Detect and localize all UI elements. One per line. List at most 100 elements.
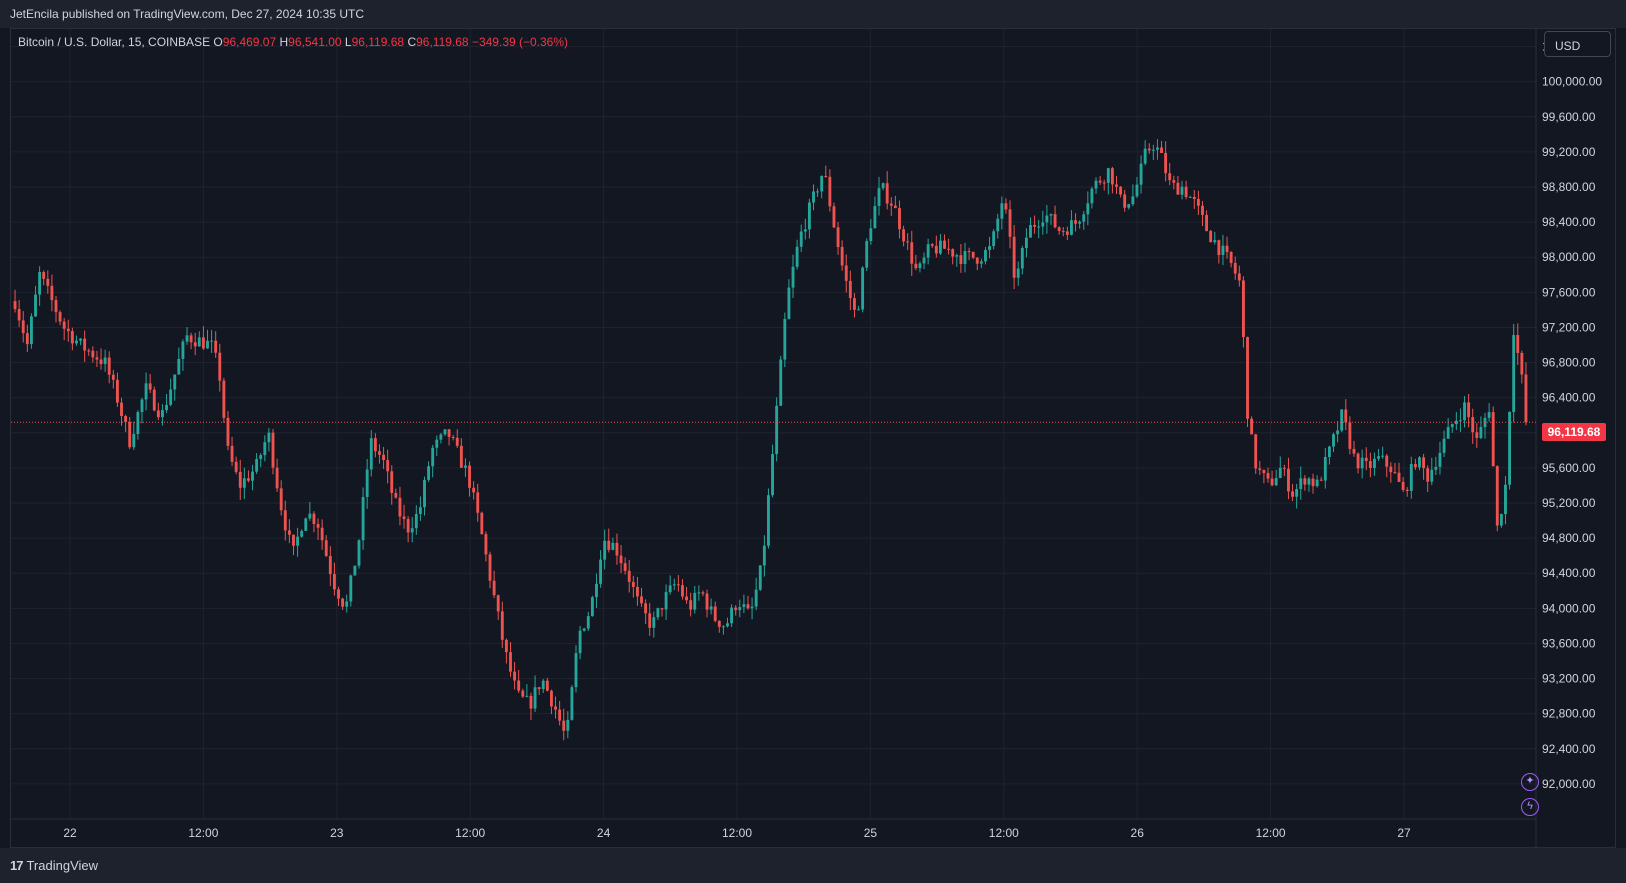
y-tick-label: 93,200.00 xyxy=(1542,672,1596,686)
candle-body xyxy=(496,595,500,612)
candle-body xyxy=(1356,453,1360,469)
candle-body xyxy=(1454,420,1458,425)
candle-body xyxy=(38,272,42,295)
candle-body xyxy=(885,183,889,204)
candle-body xyxy=(70,331,74,344)
candle-body xyxy=(893,205,897,209)
candle-body xyxy=(464,465,467,468)
candle-body xyxy=(783,318,787,360)
candle-body xyxy=(337,589,340,599)
candle-body xyxy=(521,690,525,697)
candle-body xyxy=(717,620,721,627)
candle-body xyxy=(799,231,803,247)
tradingview-logo[interactable]: 17 TradingView xyxy=(10,858,98,873)
candle-body xyxy=(668,585,672,593)
candle-body xyxy=(816,191,820,193)
candle-body xyxy=(971,251,975,258)
candle-body xyxy=(484,534,488,555)
candle-body xyxy=(447,429,451,437)
y-tick-label: 100,000.00 xyxy=(1542,75,1602,89)
candle-body xyxy=(1196,199,1200,206)
candle-body xyxy=(689,600,693,610)
candlestick-chart[interactable]: 92,000.00 92,400.00 92,800.00 93,200.00 93,6… xyxy=(0,0,1626,848)
candle-body xyxy=(201,337,205,349)
high-label: H xyxy=(279,35,289,49)
candle-body xyxy=(1053,214,1057,228)
candle-body xyxy=(427,466,431,480)
candle-body xyxy=(713,606,717,621)
candle-body xyxy=(144,383,148,400)
candle-body xyxy=(1520,352,1524,375)
candle-body xyxy=(369,438,373,470)
candle-body xyxy=(1393,472,1397,474)
candle-body xyxy=(361,496,365,541)
candle-body xyxy=(443,429,447,435)
publisher-text: JetEncila published on TradingView.com, … xyxy=(10,7,364,21)
candle-body xyxy=(1495,466,1499,526)
candle-body xyxy=(640,596,643,604)
candle-body xyxy=(1258,468,1262,470)
candle-body xyxy=(115,379,119,403)
low-label: L xyxy=(344,35,352,49)
candle-body xyxy=(660,608,664,610)
footer: 17 TradingView xyxy=(0,848,1626,883)
y-tick-label: 92,400.00 xyxy=(1542,742,1596,756)
candle-body xyxy=(1233,262,1237,274)
candle-body xyxy=(574,653,578,688)
candle-body xyxy=(320,527,324,541)
candle-body xyxy=(996,218,1000,232)
candle-body xyxy=(1405,489,1409,492)
high-value: 96,541.00 xyxy=(288,35,342,49)
candle-body xyxy=(66,328,70,332)
chart-frame[interactable] xyxy=(10,28,1616,848)
magic-wand-icon[interactable]: ✦ xyxy=(1521,773,1539,791)
candle-body xyxy=(672,584,676,586)
candle-body xyxy=(844,265,848,281)
publish-bar: JetEncila published on TradingView.com, … xyxy=(0,0,1626,28)
candle-body xyxy=(234,461,238,472)
candle-body xyxy=(963,251,967,264)
candle-body xyxy=(595,583,598,598)
candle-body xyxy=(345,601,349,607)
change-value: −349.39 (−0.36%) xyxy=(471,35,569,49)
candle-body xyxy=(488,554,492,581)
candle-body xyxy=(951,249,955,257)
candle-body xyxy=(1475,432,1479,438)
candle-body xyxy=(87,350,91,352)
candle-body xyxy=(1205,214,1209,232)
candle-body xyxy=(1024,237,1028,249)
candle-body xyxy=(365,469,369,497)
candle-body xyxy=(1131,196,1135,205)
candle-body xyxy=(1315,479,1319,487)
candle-body xyxy=(685,596,688,601)
candle-body xyxy=(124,416,128,423)
candle-body xyxy=(873,205,877,229)
candle-body xyxy=(189,335,193,343)
x-tick-label: 23 xyxy=(330,826,344,840)
candle-body xyxy=(95,357,99,360)
y-tick-label: 99,200.00 xyxy=(1542,145,1596,159)
candle-body xyxy=(79,338,82,341)
candle-body xyxy=(1401,481,1405,490)
candle-body xyxy=(161,410,164,418)
candle-body xyxy=(820,175,824,192)
candle-body xyxy=(1188,196,1192,198)
candle-body xyxy=(46,278,50,286)
candle-body xyxy=(1061,230,1065,232)
candle-body xyxy=(402,516,406,520)
candle-body xyxy=(1266,473,1270,479)
candle-body xyxy=(255,458,259,472)
candle-body xyxy=(1307,478,1311,485)
candle-body xyxy=(554,706,557,710)
currency-button[interactable]: USD xyxy=(1544,31,1611,57)
candle-body xyxy=(1332,434,1335,447)
candle-body xyxy=(328,556,332,575)
candle-body xyxy=(1008,209,1012,237)
candle-body xyxy=(771,454,774,496)
candle-body xyxy=(578,630,582,654)
candle-body xyxy=(1471,417,1475,433)
y-tick-label: 99,600.00 xyxy=(1542,110,1596,124)
lightning-icon[interactable]: ϟ xyxy=(1521,798,1539,816)
candle-body xyxy=(185,335,189,342)
x-tick-label: 12:00 xyxy=(989,826,1019,840)
